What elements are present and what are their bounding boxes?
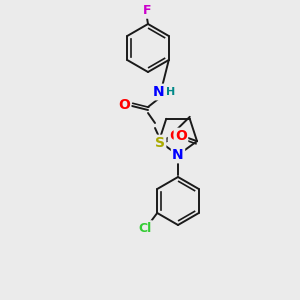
Text: O: O: [169, 129, 181, 143]
Text: Cl: Cl: [139, 221, 152, 235]
Text: F: F: [143, 4, 151, 17]
Text: N: N: [153, 85, 165, 99]
Text: N: N: [172, 148, 184, 162]
Text: S: S: [155, 136, 165, 150]
Text: O: O: [118, 98, 130, 112]
Text: H: H: [167, 87, 176, 97]
Text: O: O: [175, 129, 187, 143]
